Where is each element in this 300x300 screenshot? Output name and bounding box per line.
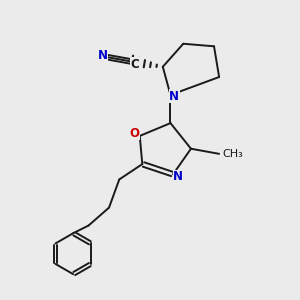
Text: CH₃: CH₃ [222, 149, 243, 159]
Text: N: N [169, 90, 179, 103]
Text: C: C [130, 58, 139, 71]
Text: O: O [130, 127, 140, 140]
Text: N: N [173, 170, 183, 183]
Text: N: N [98, 49, 108, 62]
